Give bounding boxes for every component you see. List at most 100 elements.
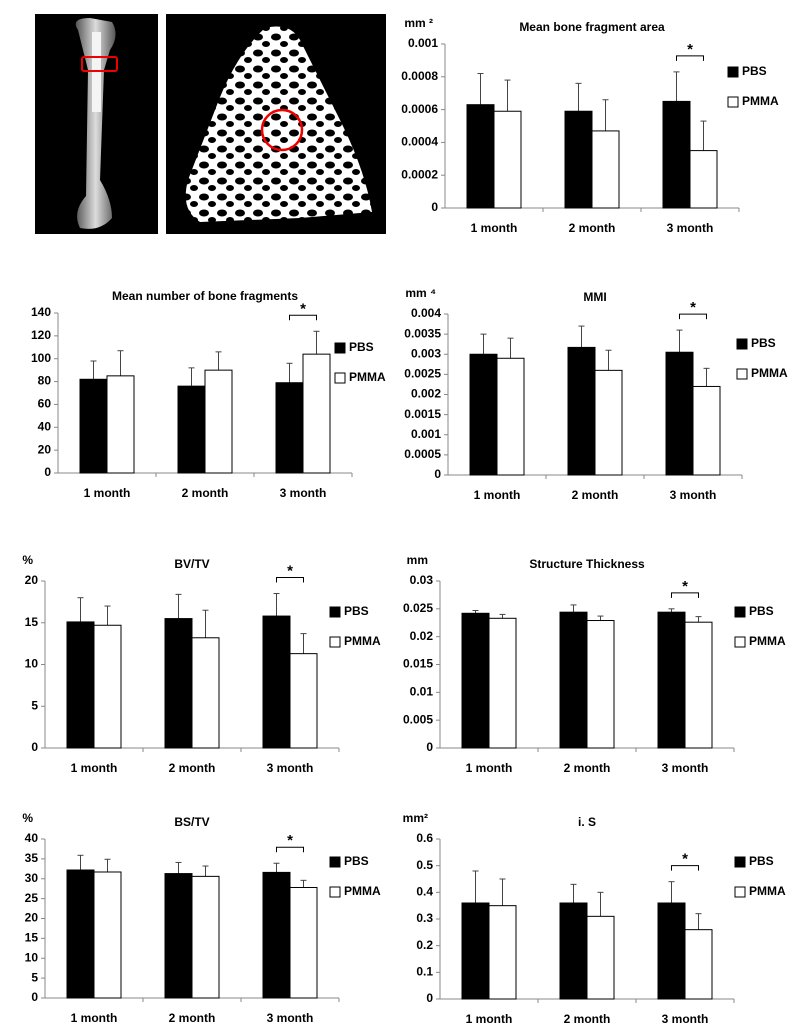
legend-swatch bbox=[329, 606, 341, 618]
legend-label: PMMA bbox=[349, 370, 386, 384]
chart-title: i. S bbox=[578, 815, 596, 829]
bar bbox=[469, 353, 498, 476]
significance-bracket bbox=[276, 577, 304, 583]
bar bbox=[665, 351, 694, 476]
chart-title: Structure Thickness bbox=[529, 557, 645, 571]
unit-label: % bbox=[22, 811, 33, 825]
bar bbox=[657, 611, 686, 749]
y-tick-label: 0.0025 bbox=[404, 367, 441, 381]
legend-swatch bbox=[329, 886, 341, 898]
y-tick-label: 0.3 bbox=[416, 911, 433, 925]
legend-swatch bbox=[734, 886, 746, 898]
bar bbox=[79, 378, 108, 474]
y-tick-label: 0 bbox=[31, 990, 38, 1004]
bar bbox=[106, 375, 135, 474]
legend-label: PBS bbox=[349, 340, 374, 354]
y-tick-label: 0.001 bbox=[411, 427, 441, 441]
legend-label: PMMA bbox=[344, 634, 381, 648]
significance-mark: * bbox=[287, 832, 293, 849]
bar bbox=[559, 611, 588, 749]
y-tick-label: 60 bbox=[38, 397, 52, 411]
x-tick-label: 1 month bbox=[471, 221, 518, 235]
y-tick-label: 20 bbox=[25, 573, 39, 587]
y-tick-label: 5 bbox=[31, 698, 38, 712]
legend-label: PMMA bbox=[749, 884, 786, 898]
x-tick-label: 1 month bbox=[466, 1012, 513, 1026]
y-tick-label: 0.01 bbox=[410, 685, 434, 699]
legend-label: PBS bbox=[344, 854, 369, 868]
x-tick-label: 3 month bbox=[267, 761, 314, 775]
y-tick-label: 15 bbox=[25, 931, 39, 945]
legend-label: PBS bbox=[749, 604, 774, 618]
legend-label: PMMA bbox=[749, 634, 786, 648]
bar bbox=[66, 621, 95, 749]
y-tick-label: 5 bbox=[31, 970, 38, 984]
bar bbox=[657, 902, 686, 1000]
y-tick-label: 10 bbox=[25, 657, 39, 671]
significance-bracket bbox=[289, 314, 317, 321]
y-tick-label: 0 bbox=[31, 740, 38, 754]
significance-mark: * bbox=[682, 578, 688, 595]
bar bbox=[177, 385, 206, 474]
y-tick-label: 0.0006 bbox=[401, 102, 438, 116]
y-tick-label: 140 bbox=[31, 305, 51, 319]
bar bbox=[684, 621, 713, 749]
y-tick-label: 25 bbox=[25, 891, 39, 905]
y-tick-label: 0.2 bbox=[416, 938, 433, 952]
legend-swatch bbox=[736, 368, 748, 380]
unit-label: mm ⁴ bbox=[405, 286, 436, 300]
y-tick-label: 0.03 bbox=[410, 573, 434, 587]
bar bbox=[289, 653, 318, 749]
significance-mark: * bbox=[687, 41, 693, 58]
bar bbox=[191, 637, 220, 749]
x-tick-label: 2 month bbox=[572, 488, 619, 502]
legend-swatch bbox=[727, 96, 739, 108]
y-tick-label: 0.025 bbox=[403, 601, 433, 615]
bar bbox=[164, 873, 193, 999]
legend-swatch bbox=[329, 636, 341, 648]
y-tick-label: 0.0002 bbox=[401, 167, 438, 181]
legend-label: PBS bbox=[749, 854, 774, 868]
bar bbox=[692, 385, 721, 476]
unit-label: mm bbox=[407, 553, 428, 567]
legend-swatch bbox=[727, 66, 739, 78]
y-tick-label: 120 bbox=[31, 328, 51, 342]
x-tick-label: 3 month bbox=[670, 488, 717, 502]
x-tick-label: 2 month bbox=[569, 221, 616, 235]
legend-swatch bbox=[734, 606, 746, 618]
bar bbox=[204, 369, 233, 474]
x-tick-label: 3 month bbox=[667, 221, 714, 235]
chart-title: BV/TV bbox=[174, 557, 209, 571]
significance-mark: * bbox=[300, 300, 306, 317]
legend-swatch bbox=[334, 342, 346, 354]
y-tick-label: 0 bbox=[426, 991, 433, 1005]
y-tick-label: 0.5 bbox=[416, 858, 433, 872]
significance-bracket bbox=[676, 55, 704, 61]
unit-label: % bbox=[22, 553, 33, 567]
y-tick-label: 15 bbox=[25, 615, 39, 629]
significance-mark: * bbox=[287, 562, 293, 579]
y-tick-label: 20 bbox=[38, 442, 52, 456]
legend-swatch bbox=[329, 856, 341, 868]
legend-label: PBS bbox=[751, 336, 776, 350]
significance-bracket bbox=[671, 865, 699, 871]
significance-mark: * bbox=[690, 299, 696, 316]
unit-label: mm ² bbox=[404, 16, 433, 30]
legend-label: PBS bbox=[742, 64, 767, 78]
significance-bracket bbox=[671, 592, 699, 598]
y-tick-label: 100 bbox=[31, 351, 51, 365]
bar bbox=[164, 618, 193, 749]
y-tick-label: 0.1 bbox=[416, 965, 433, 979]
x-tick-label: 1 month bbox=[474, 488, 521, 502]
bar bbox=[684, 929, 713, 1000]
chart-title: Mean number of bone fragments bbox=[112, 289, 298, 303]
bar bbox=[66, 869, 95, 999]
y-tick-label: 0.0004 bbox=[401, 135, 438, 149]
bar bbox=[488, 905, 517, 1000]
legend-label: PMMA bbox=[751, 366, 788, 380]
y-tick-label: 0 bbox=[426, 740, 433, 754]
y-tick-label: 10 bbox=[25, 950, 39, 964]
x-tick-label: 1 month bbox=[84, 486, 131, 500]
bar bbox=[586, 620, 615, 749]
